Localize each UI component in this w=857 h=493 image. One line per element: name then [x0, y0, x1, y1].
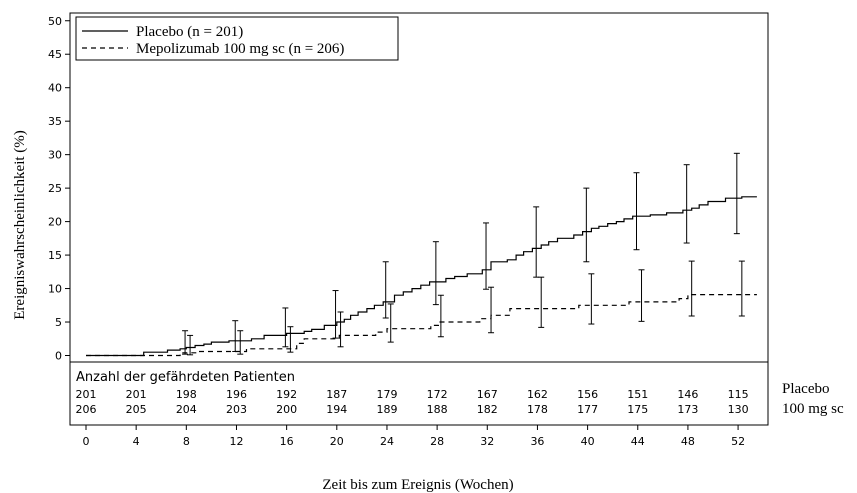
- placebo-error-bar: [432, 241, 439, 306]
- placebo-error-bar: [583, 187, 590, 263]
- x-axis-title: Zeit bis zum Ereignis (Wochen): [322, 477, 513, 493]
- x-tick-label: 8: [183, 435, 190, 448]
- placebo-error-bar: [733, 152, 740, 235]
- mepolizumab-error-bar: [488, 286, 495, 334]
- x-tick-label: 20: [330, 435, 344, 448]
- placebo-error-bar: [232, 320, 239, 352]
- mepolizumab-error-bar: [287, 326, 294, 353]
- placebo-error-bar: [533, 206, 540, 278]
- legend-mepolizumab-label: Mepolizumab 100 mg sc (n = 206): [136, 41, 344, 57]
- y-tick-label: 45: [48, 48, 62, 61]
- risk-table-cell: 187: [326, 388, 347, 401]
- risk-table-cell: 151: [627, 388, 648, 401]
- y-tick-label: 20: [48, 216, 62, 229]
- risk-row-label: Placebo: [782, 381, 829, 397]
- risk-table-cell: 196: [226, 388, 247, 401]
- y-axis-title: Ereigniswahrscheinlichkeit (%): [12, 130, 28, 320]
- risk-table-cell: 115: [728, 388, 749, 401]
- risk-table-cell: 189: [376, 403, 397, 416]
- legend-box: [75, 16, 399, 61]
- y-tick-label: 15: [48, 249, 62, 262]
- x-tick-label: 44: [631, 435, 645, 448]
- risk-table-cell: 206: [76, 403, 97, 416]
- risk-table-cell: 182: [477, 403, 498, 416]
- x-tick-label: 28: [430, 435, 444, 448]
- risk-table-cell: 198: [176, 388, 197, 401]
- placebo-error-bar: [483, 222, 490, 290]
- y-tick-label: 40: [48, 82, 62, 95]
- risk-table-cell: 205: [126, 403, 147, 416]
- risk-table-cell: 172: [427, 388, 448, 401]
- mepolizumab-error-bar: [688, 260, 695, 317]
- y-tick-label: 0: [55, 350, 62, 363]
- x-tick-label: 48: [681, 435, 695, 448]
- risk-table-cell: 173: [677, 403, 698, 416]
- x-tick-label: 36: [530, 435, 544, 448]
- risk-table-cell: 194: [326, 403, 347, 416]
- mepolizumab-error-bar: [738, 260, 745, 317]
- risk-table-cell: 130: [728, 403, 749, 416]
- risk-table-cell: 192: [276, 388, 297, 401]
- plot-frame: [69, 12, 769, 426]
- risk-table-cell: 203: [226, 403, 247, 416]
- mepolizumab-error-bar: [538, 276, 545, 328]
- risk-table-cell: 146: [677, 388, 698, 401]
- x-tick-label: 32: [480, 435, 494, 448]
- placebo-error-bar: [282, 307, 289, 348]
- risk-table-cell: 179: [376, 388, 397, 401]
- y-tick-label: 25: [48, 182, 62, 195]
- y-tick-label: 50: [48, 15, 62, 28]
- mepolizumab-error-bar: [187, 334, 194, 356]
- placebo-curve: [86, 196, 757, 357]
- risk-table-cell: 204: [176, 403, 197, 416]
- placebo-error-bar: [182, 330, 189, 355]
- risk-table-cell: 201: [126, 388, 147, 401]
- risk-table-cell: 178: [527, 403, 548, 416]
- placebo-error-bar: [683, 164, 690, 244]
- mepolizumab-error-bar: [588, 273, 595, 325]
- placebo-error-bar: [332, 290, 339, 339]
- mepolizumab-curve: [86, 294, 757, 357]
- mepolizumab-error-bar: [437, 294, 444, 338]
- x-tick-label: 16: [280, 435, 294, 448]
- mepolizumab-error-bar: [337, 311, 344, 348]
- y-tick-label: 10: [48, 283, 62, 296]
- mepolizumab-error-bar: [237, 330, 244, 355]
- risk-table-cell: 156: [577, 388, 598, 401]
- risk-table-title: Anzahl der gefährdeten Patienten: [76, 370, 295, 385]
- x-tick-label: 40: [581, 435, 595, 448]
- risk-table-cell: 200: [276, 403, 297, 416]
- mepolizumab-error-bar: [387, 303, 394, 343]
- risk-table-cell: 162: [527, 388, 548, 401]
- x-tick-label: 12: [229, 435, 243, 448]
- x-tick-label: 4: [133, 435, 140, 448]
- y-tick-label: 35: [48, 115, 62, 128]
- risk-table-cell: 177: [577, 403, 598, 416]
- y-tick-label: 5: [55, 316, 62, 329]
- x-tick-label: 52: [731, 435, 745, 448]
- risk-table-cell: 201: [76, 388, 97, 401]
- risk-table-cell: 167: [477, 388, 498, 401]
- risk-table-cell: 175: [627, 403, 648, 416]
- x-tick-label: 0: [83, 435, 90, 448]
- x-tick-label: 24: [380, 435, 394, 448]
- risk-row-label: 100 mg sc: [782, 401, 844, 417]
- risk-table-cell: 188: [427, 403, 448, 416]
- y-tick-label: 30: [48, 149, 62, 162]
- mepolizumab-error-bar: [638, 269, 645, 322]
- legend-placebo-label: Placebo (n = 201): [136, 24, 243, 40]
- placebo-error-bar: [382, 261, 389, 319]
- placebo-error-bar: [633, 172, 640, 251]
